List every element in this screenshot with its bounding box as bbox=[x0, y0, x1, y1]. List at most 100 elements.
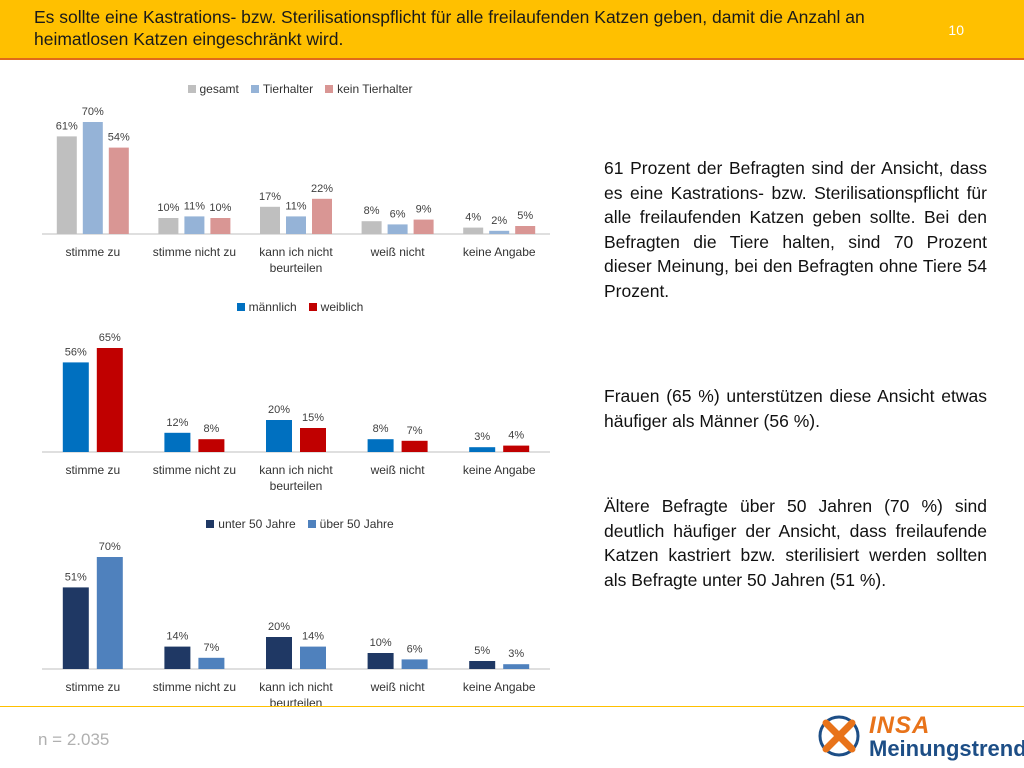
logo-wordmark-bottom: Meinungstrend bbox=[869, 736, 1024, 761]
insa-logo: INSA Meinungstrend bbox=[817, 712, 1024, 764]
bar-weiblich-kann-ich-nicht-beurteilen bbox=[300, 428, 326, 452]
legend-label: unter 50 Jahre bbox=[218, 517, 296, 531]
bar-tierhalter-keine-angabe bbox=[489, 230, 510, 234]
page-number: 10 bbox=[948, 22, 964, 38]
data-label: 12% bbox=[166, 417, 188, 429]
bar-maennlich-weiss-nicht bbox=[367, 439, 394, 452]
bar-maennlich-kann-ich-nicht-beurteilen bbox=[266, 420, 292, 452]
category-label: kann ich nicht bbox=[259, 245, 333, 259]
footer-divider bbox=[0, 706, 1024, 707]
legend-item-gesamt: gesamt bbox=[187, 82, 239, 96]
data-label: 11% bbox=[285, 200, 306, 212]
category-label: weiß nicht bbox=[370, 680, 426, 694]
data-label: 70% bbox=[82, 106, 104, 118]
data-label: 6% bbox=[390, 208, 406, 220]
chart-legend: gesamt Tierhalter kein Tierhalter bbox=[30, 82, 570, 96]
category-label: stimme zu bbox=[65, 463, 120, 477]
category-label: beurteilen bbox=[270, 696, 323, 710]
data-label: 3% bbox=[508, 648, 524, 660]
insa-logo-mark-icon bbox=[818, 715, 860, 757]
data-label: 14% bbox=[166, 631, 188, 643]
data-label: 11% bbox=[184, 200, 205, 212]
data-label: 8% bbox=[203, 423, 219, 435]
category-label: stimme nicht zu bbox=[153, 245, 236, 259]
legend-swatch bbox=[187, 85, 196, 93]
legend-swatch bbox=[206, 520, 215, 528]
data-label: 51% bbox=[65, 571, 87, 583]
bar-kein-tierhalter-kann-ich-nicht-beurteilen bbox=[312, 198, 332, 234]
data-label: 22% bbox=[311, 183, 333, 195]
summary-paragraph-gender: Frauen (65 %) unterstützen diese Ansicht… bbox=[604, 386, 987, 431]
legend-label: kein Tierhalter bbox=[337, 82, 413, 96]
data-label: 3% bbox=[474, 431, 490, 443]
bar-chart-svg: 61% 70% 54% stimme zu 10% 11% 10% stimme nicht … bbox=[42, 106, 550, 275]
sample-size: n = 2.035 bbox=[38, 730, 110, 749]
category-label: kann ich nicht bbox=[259, 680, 333, 694]
category-label: keine Angabe bbox=[463, 245, 536, 259]
data-label: 2% bbox=[491, 215, 507, 227]
slide-header: Es sollte eine Kastrations- bzw. Sterili… bbox=[0, 0, 1024, 60]
data-label: 6% bbox=[407, 643, 423, 655]
bar-maennlich-stimme-nicht-zu bbox=[164, 432, 191, 452]
legend-swatch bbox=[236, 303, 245, 311]
bar-kein-tierhalter-weiss-nicht bbox=[413, 219, 434, 234]
legend-swatch bbox=[308, 303, 317, 311]
category-label: beurteilen bbox=[270, 479, 323, 493]
legend-swatch bbox=[325, 85, 334, 93]
chart-gender: männlich weiblich 56% 65% stimme zu 12% 8% stim… bbox=[30, 290, 570, 493]
data-label: 5% bbox=[517, 210, 533, 222]
summary-paragraph-overall: 61 Prozent der Befragten sind der Ansich… bbox=[604, 158, 987, 301]
bar-tierhalter-stimme-nicht-zu bbox=[184, 216, 205, 234]
bar-gesamt-weiss-nicht bbox=[361, 221, 382, 234]
chart-age: unter 50 Jahre über 50 Jahre 51% 70% stimme … bbox=[30, 507, 570, 710]
category-label: keine Angabe bbox=[463, 463, 536, 477]
legend-label: weiblich bbox=[320, 300, 364, 314]
bar-weiblich-keine-angabe bbox=[503, 445, 530, 452]
bar-weiblich-stimme-nicht-zu bbox=[198, 439, 225, 452]
data-label: 10% bbox=[157, 202, 179, 214]
data-label: 61% bbox=[56, 120, 78, 132]
data-label: 56% bbox=[65, 346, 87, 358]
legend-item-weiblich: weiblich bbox=[308, 300, 364, 314]
category-label: weiß nicht bbox=[370, 463, 426, 477]
legend-label: Tierhalter bbox=[262, 82, 314, 96]
bar-ueber-50-jahre-keine-angabe bbox=[503, 664, 530, 669]
logo-wordmark-top: INSA bbox=[869, 712, 931, 739]
data-label: 54% bbox=[108, 132, 130, 144]
data-label: 10% bbox=[370, 637, 392, 649]
data-label: 4% bbox=[508, 430, 524, 442]
category-label: keine Angabe bbox=[463, 680, 536, 694]
data-label: 17% bbox=[259, 191, 281, 203]
category-label: kann ich nicht bbox=[259, 463, 333, 477]
bar-ueber-50-jahre-kann-ich-nicht-beurteilen bbox=[300, 646, 326, 669]
data-label: 14% bbox=[302, 631, 324, 643]
legend-item-unter-50-jahre: unter 50 Jahre bbox=[206, 517, 296, 531]
category-label: stimme nicht zu bbox=[153, 680, 236, 694]
bar-kein-tierhalter-stimme-nicht-zu bbox=[210, 218, 231, 234]
chart-overall: gesamt Tierhalter kein Tierhalter 61% 70% 54%… bbox=[30, 72, 570, 275]
legend-item-kein-tierhalter: kein Tierhalter bbox=[325, 82, 412, 96]
data-label: 7% bbox=[407, 425, 423, 437]
category-label: weiß nicht bbox=[370, 245, 426, 259]
slide-title: Es sollte eine Kastrations- bzw. Sterili… bbox=[34, 7, 865, 49]
bar-gesamt-kann-ich-nicht-beurteilen bbox=[260, 206, 280, 234]
legend-swatch bbox=[307, 520, 316, 528]
data-label: 20% bbox=[268, 404, 290, 416]
data-label: 7% bbox=[203, 642, 219, 654]
bar-maennlich-keine-angabe bbox=[469, 447, 496, 452]
bar-ueber-50-jahre-stimme-nicht-zu bbox=[198, 657, 225, 669]
bar-unter-50-jahre-stimme-zu bbox=[62, 587, 89, 669]
data-label: 10% bbox=[209, 202, 231, 214]
bar-maennlich-stimme-zu bbox=[62, 362, 89, 452]
data-label: 70% bbox=[99, 541, 121, 553]
bar-gesamt-keine-angabe bbox=[463, 227, 484, 234]
legend-swatch bbox=[250, 85, 259, 93]
legend-item-tierhalter: Tierhalter bbox=[250, 82, 314, 96]
data-label: 20% bbox=[268, 621, 290, 633]
bar-ueber-50-jahre-weiss-nicht bbox=[401, 659, 428, 669]
bar-gesamt-stimme-zu bbox=[56, 136, 77, 234]
bar-unter-50-jahre-kann-ich-nicht-beurteilen bbox=[266, 637, 292, 669]
data-label: 5% bbox=[474, 645, 490, 657]
bar-unter-50-jahre-stimme-nicht-zu bbox=[164, 646, 191, 669]
category-label: stimme nicht zu bbox=[153, 463, 236, 477]
